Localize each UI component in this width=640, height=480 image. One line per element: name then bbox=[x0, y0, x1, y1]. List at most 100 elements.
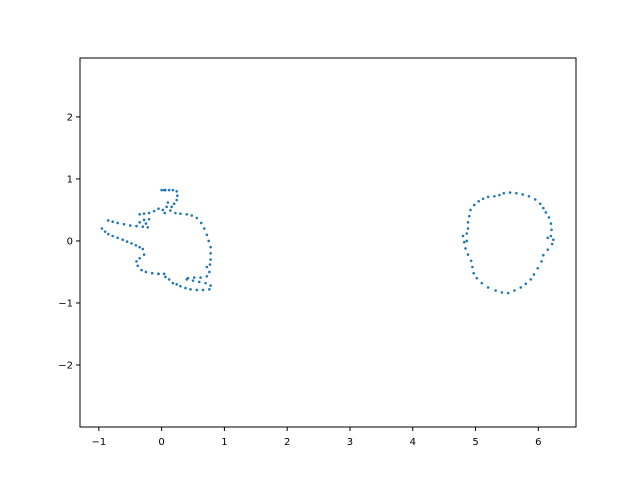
data-point bbox=[515, 191, 518, 195]
data-point bbox=[141, 247, 145, 251]
data-point bbox=[179, 212, 182, 215]
data-point bbox=[190, 214, 194, 217]
data-point bbox=[529, 278, 533, 281]
x-axis: −1 0 1 2 3 4 5 6 bbox=[91, 427, 542, 448]
plot-frame bbox=[79, 57, 577, 428]
data-point bbox=[205, 233, 209, 237]
data-point bbox=[162, 272, 166, 276]
data-point bbox=[116, 236, 119, 240]
y-tick-label: −1 bbox=[58, 298, 73, 309]
data-point bbox=[524, 282, 528, 286]
data-point bbox=[141, 225, 145, 228]
data-point bbox=[472, 203, 476, 207]
data-point bbox=[542, 206, 545, 210]
data-point bbox=[128, 224, 132, 227]
data-point bbox=[176, 194, 179, 197]
data-point bbox=[160, 188, 163, 192]
x-tick-label: 5 bbox=[472, 437, 478, 448]
data-point bbox=[533, 198, 537, 201]
data-point bbox=[121, 238, 124, 242]
data-point bbox=[209, 252, 212, 255]
data-point bbox=[527, 195, 531, 198]
data-point bbox=[103, 230, 107, 233]
data-point bbox=[467, 214, 471, 218]
data-point bbox=[547, 216, 551, 219]
data-point bbox=[185, 212, 189, 216]
data-point bbox=[144, 270, 148, 274]
data-point bbox=[138, 257, 141, 260]
data-point bbox=[152, 209, 156, 213]
y-tick-label: 0 bbox=[67, 236, 73, 247]
y-tick-label: 2 bbox=[67, 112, 73, 123]
data-point bbox=[513, 289, 516, 292]
data-point bbox=[138, 212, 141, 216]
data-point bbox=[130, 242, 133, 245]
y-axis: −2 −1 0 1 2 bbox=[58, 112, 80, 371]
data-point bbox=[142, 253, 146, 256]
data-point bbox=[138, 221, 141, 224]
data-point bbox=[207, 239, 211, 243]
data-point bbox=[519, 286, 523, 289]
data-point bbox=[538, 202, 542, 206]
data-point bbox=[167, 278, 171, 281]
data-point bbox=[169, 209, 172, 212]
data-point bbox=[549, 222, 553, 225]
data-point bbox=[122, 222, 126, 226]
data-point bbox=[100, 227, 104, 230]
data-point bbox=[166, 201, 170, 204]
data-point bbox=[111, 234, 114, 238]
data-point bbox=[205, 265, 209, 269]
data-point bbox=[142, 218, 146, 222]
data-point bbox=[184, 286, 187, 290]
data-point bbox=[546, 236, 550, 240]
data-point bbox=[175, 190, 178, 193]
data-point bbox=[134, 243, 138, 247]
data-point bbox=[175, 283, 178, 286]
data-point bbox=[209, 258, 212, 261]
data-point bbox=[111, 220, 114, 224]
data-point bbox=[199, 221, 203, 225]
data-point bbox=[464, 247, 467, 250]
data-point bbox=[170, 205, 173, 209]
data-point bbox=[465, 239, 469, 243]
data-point bbox=[486, 286, 490, 289]
data-point bbox=[498, 193, 501, 197]
data-point bbox=[135, 260, 138, 263]
data-point bbox=[494, 289, 497, 292]
y-tick-label: −2 bbox=[58, 360, 73, 371]
data-point bbox=[461, 234, 465, 238]
data-point bbox=[540, 260, 543, 263]
data-point bbox=[167, 188, 171, 192]
data-point bbox=[471, 265, 474, 269]
data-point bbox=[116, 221, 119, 225]
x-tick-label: 4 bbox=[410, 437, 416, 448]
data-point bbox=[201, 288, 205, 292]
data-point bbox=[162, 188, 166, 192]
data-point bbox=[209, 245, 212, 249]
data-point bbox=[536, 266, 539, 270]
data-point bbox=[466, 253, 470, 256]
data-point bbox=[179, 284, 182, 288]
data-point bbox=[549, 234, 553, 238]
data-point bbox=[147, 217, 151, 221]
data-point bbox=[191, 279, 195, 282]
data-point bbox=[195, 216, 199, 220]
data-point bbox=[142, 212, 146, 215]
data-point bbox=[465, 232, 469, 235]
data-point bbox=[550, 242, 554, 246]
x-tick-label: 3 bbox=[347, 437, 353, 448]
data-point bbox=[125, 240, 129, 243]
data-point bbox=[472, 271, 475, 275]
data-point bbox=[161, 208, 165, 212]
data-point bbox=[175, 198, 178, 202]
data-point bbox=[157, 207, 160, 210]
data-point bbox=[197, 280, 201, 284]
data-point bbox=[477, 199, 480, 203]
data-point bbox=[204, 281, 207, 285]
data-point bbox=[174, 211, 177, 215]
data-point bbox=[138, 245, 141, 249]
data-point bbox=[147, 211, 151, 215]
data-point bbox=[208, 263, 212, 266]
data-point bbox=[532, 273, 536, 276]
